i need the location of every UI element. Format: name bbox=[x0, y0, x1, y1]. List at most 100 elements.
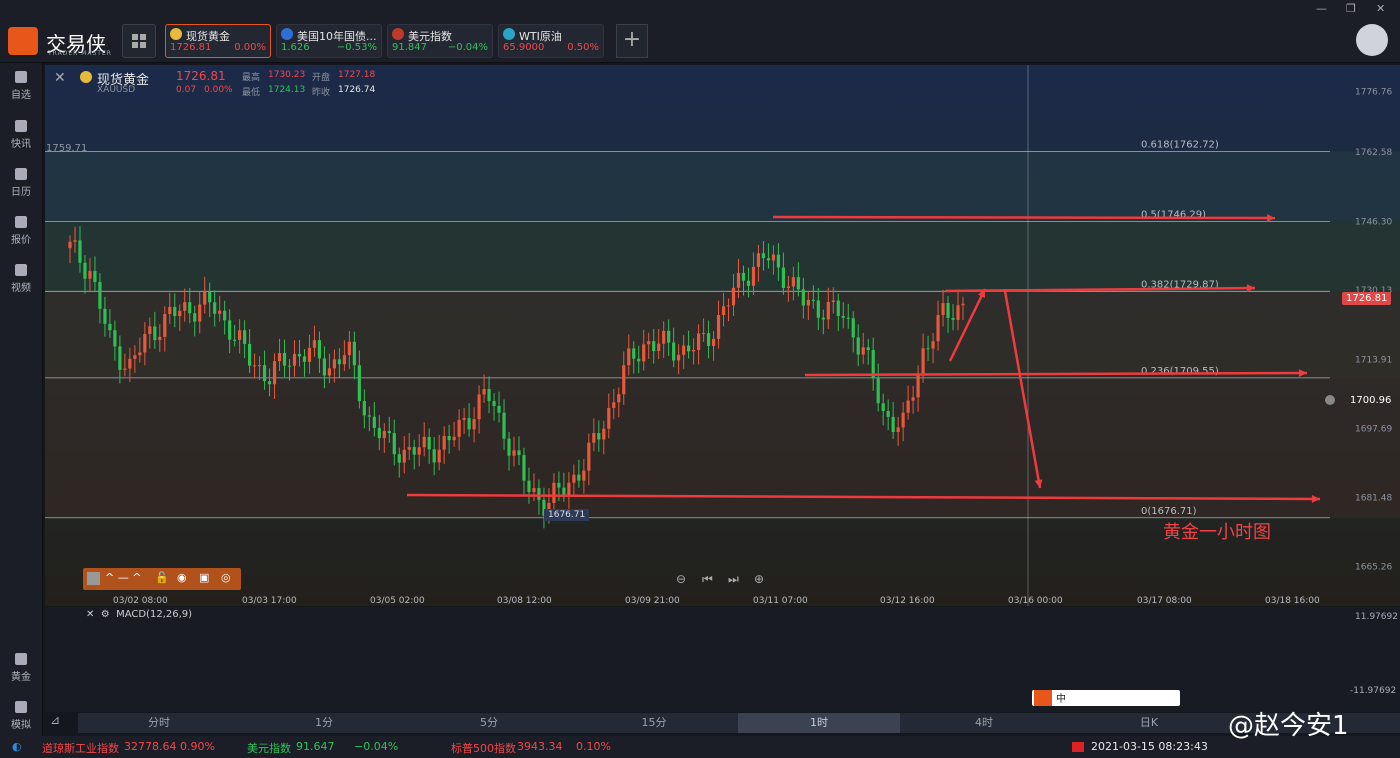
tf-4h[interactable]: 4时 bbox=[975, 716, 993, 729]
minimize-icon[interactable]: — bbox=[1316, 2, 1327, 15]
lock-icon[interactable]: 🔓 bbox=[155, 571, 169, 584]
candle-body bbox=[143, 334, 147, 353]
eye-icon[interactable]: ◉ bbox=[177, 571, 187, 584]
scroll-end-icon[interactable]: ⏭ bbox=[728, 572, 739, 586]
headset-icon[interactable]: ◐ bbox=[12, 740, 22, 753]
settings-icon[interactable]: ◎ bbox=[221, 571, 231, 584]
tf-5m[interactable]: 5分 bbox=[480, 716, 498, 729]
fib-band bbox=[45, 291, 1400, 378]
candle-body bbox=[936, 315, 940, 342]
candle-body bbox=[247, 343, 252, 366]
tf-1h[interactable]: 1时 bbox=[738, 713, 900, 733]
candle-body bbox=[402, 449, 406, 463]
candle-body bbox=[128, 358, 132, 369]
price-chart[interactable]: 0.618(1762.72) 0.5(1746.29) 0.382(1729.87)… bbox=[45, 65, 1400, 606]
candle-body bbox=[766, 258, 771, 261]
candle-body bbox=[148, 326, 152, 335]
close-macd-icon[interactable]: ✕ bbox=[86, 609, 95, 620]
alert-bell-icon[interactable] bbox=[1325, 395, 1335, 405]
candle-body bbox=[756, 253, 761, 267]
candle-body bbox=[317, 340, 322, 359]
close-chart-icon[interactable]: ✕ bbox=[54, 70, 66, 86]
candle-body bbox=[771, 254, 776, 261]
candle-body bbox=[901, 412, 905, 428]
sidebar-item-video[interactable]: 视频 bbox=[0, 264, 42, 294]
candle-body bbox=[821, 317, 825, 320]
candle-body bbox=[672, 342, 676, 361]
sidebar-item-quotes[interactable]: 报价 bbox=[0, 216, 42, 246]
alert-price-label: 1700.96 bbox=[1350, 395, 1392, 406]
scroll-start-icon[interactable]: ⏮ bbox=[702, 572, 713, 586]
annotation-arrows bbox=[406, 214, 1321, 503]
candle-body bbox=[791, 277, 795, 287]
close-window-icon[interactable]: ✕ bbox=[1376, 2, 1386, 15]
candle-body bbox=[297, 353, 302, 357]
fib-label: 0.5(1746.29) bbox=[1141, 209, 1206, 220]
candle-body bbox=[397, 454, 401, 463]
macd-panel[interactable]: 11.97692 -11.97692 bbox=[45, 607, 1400, 712]
candle-body bbox=[193, 313, 197, 322]
sidebar-item-news[interactable]: 快讯 bbox=[0, 120, 42, 150]
candle-body bbox=[786, 286, 790, 288]
zoom-in-icon[interactable]: ⊕ bbox=[754, 572, 765, 586]
candle-body bbox=[487, 389, 491, 402]
candle-body bbox=[866, 347, 870, 351]
candle-body bbox=[836, 300, 840, 317]
chart-annotation: 黄金一小时图 bbox=[1163, 522, 1271, 543]
tf-tick[interactable]: 分时 bbox=[148, 716, 170, 729]
candle-body bbox=[657, 343, 661, 352]
candle-body bbox=[687, 345, 691, 352]
candle-body bbox=[422, 436, 426, 448]
trash-icon[interactable]: ▣ bbox=[199, 571, 210, 584]
candle-body bbox=[911, 397, 915, 401]
sidebar-item-simulate[interactable]: 模拟 bbox=[0, 701, 42, 731]
candle-body bbox=[472, 419, 476, 430]
candle-body bbox=[801, 289, 805, 306]
candle-body bbox=[163, 314, 167, 337]
tf-daily[interactable]: 日K bbox=[1139, 716, 1159, 729]
user-avatar[interactable] bbox=[1356, 24, 1388, 56]
candle-body bbox=[188, 302, 192, 314]
left-sidebar: 自选 快讯 日历 报价 视频 黄金 模拟 bbox=[0, 63, 43, 736]
indicator-icon[interactable]: ⊿ bbox=[50, 713, 61, 727]
candle-body bbox=[392, 433, 396, 455]
sidebar-item-gold[interactable]: 黄金 bbox=[0, 653, 42, 683]
candle-body bbox=[502, 412, 506, 439]
ticker-tab-dxy[interactable]: 美元指数 91.847 −0.04% bbox=[387, 24, 493, 58]
tf-1m[interactable]: 1分 bbox=[315, 716, 333, 729]
sidebar-item-calendar[interactable]: 日历 bbox=[0, 168, 42, 198]
candle-body bbox=[457, 419, 461, 437]
ticker-tab-us10y[interactable]: 美国10年国债... 1.626 −0.53% bbox=[276, 24, 382, 58]
candle-body bbox=[861, 347, 865, 355]
layout-grid-button[interactable] bbox=[122, 24, 156, 58]
candle-body bbox=[327, 368, 332, 376]
line-style-icon[interactable]: ^ — ^ bbox=[105, 571, 142, 584]
candle-body bbox=[826, 302, 830, 320]
candle-body bbox=[642, 344, 646, 362]
add-ticker-button[interactable]: + bbox=[616, 24, 648, 58]
candle-body bbox=[372, 416, 376, 428]
candle-body bbox=[113, 330, 117, 347]
candle-body bbox=[382, 431, 386, 439]
candle-body bbox=[931, 341, 935, 349]
candle-body bbox=[961, 303, 965, 306]
restore-icon[interactable]: ❐ bbox=[1346, 2, 1356, 15]
ime-toolbar: 中 bbox=[1032, 690, 1180, 706]
candle-body bbox=[617, 394, 621, 403]
color-swatch-icon[interactable] bbox=[87, 572, 100, 585]
sidebar-item-watchlist[interactable]: 自选 bbox=[0, 71, 42, 101]
ticker-tab-wti[interactable]: WTI原油 65.9000 0.50% bbox=[498, 24, 604, 58]
candle-body bbox=[83, 262, 87, 279]
fib-label: 0.382(1729.87) bbox=[1141, 279, 1219, 290]
fib-bands bbox=[45, 151, 1400, 518]
candle-body bbox=[178, 310, 182, 317]
zoom-out-icon[interactable]: ⊖ bbox=[676, 572, 687, 586]
cn-flag-icon bbox=[1072, 742, 1084, 752]
candle-body bbox=[68, 241, 72, 249]
candle-body bbox=[891, 416, 895, 433]
symbol-name[interactable]: 现货黄金 bbox=[97, 73, 150, 88]
candle-body bbox=[562, 487, 566, 496]
ticker-tab-gold[interactable]: 现货黄金 1726.81 0.00% bbox=[165, 24, 271, 58]
app-logo-icon bbox=[8, 27, 38, 55]
tf-15m[interactable]: 15分 bbox=[641, 716, 667, 729]
